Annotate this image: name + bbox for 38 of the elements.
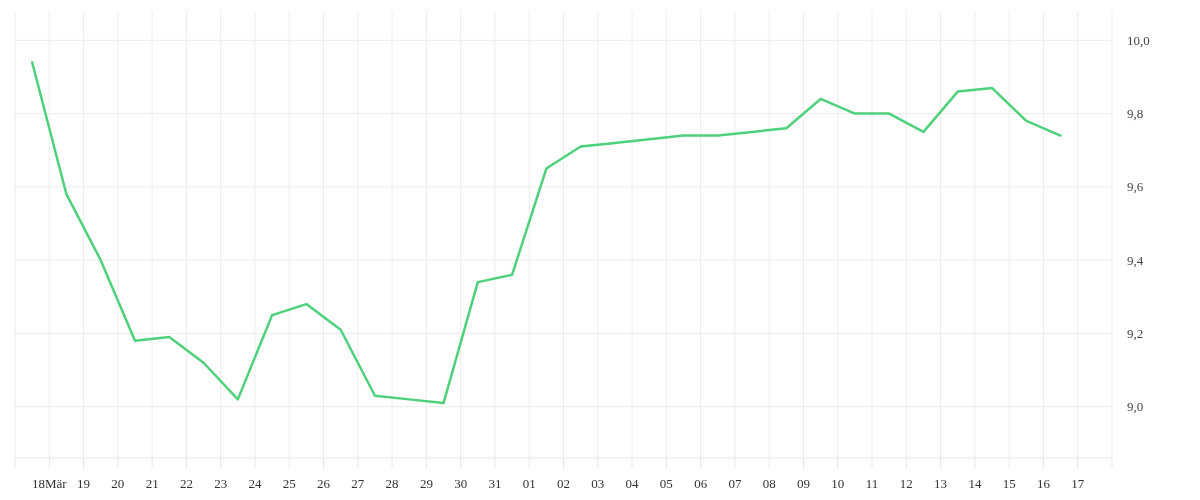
x-tick-label: 14 xyxy=(968,476,982,491)
x-tick-label: 17 xyxy=(1071,476,1085,491)
x-tick-label: 22 xyxy=(179,476,193,491)
x-tick-label: 31 xyxy=(488,476,502,491)
x-tick-label: 11 xyxy=(865,476,879,491)
x-tick-label: 09 xyxy=(796,476,810,491)
line-series xyxy=(30,61,1062,405)
x-tick-label: 29 xyxy=(419,476,433,491)
x-tick-label: 19 xyxy=(77,476,91,491)
y-tick-label: 9,4 xyxy=(1127,252,1144,268)
y-tick-label: 9,8 xyxy=(1127,106,1144,122)
x-tick-label: 02 xyxy=(557,476,570,491)
y-tick-label: 9,0 xyxy=(1127,399,1144,415)
x-tick-label: 07 xyxy=(728,476,742,491)
x-tick-label: 06 xyxy=(694,476,708,491)
x-tick-label: 10 xyxy=(831,476,845,491)
y-tick-label: 10,0 xyxy=(1127,32,1150,48)
x-tick-label: 13 xyxy=(934,476,948,491)
x-tick-label: 15 xyxy=(1002,476,1016,491)
x-tick-label: 01 xyxy=(522,476,536,491)
x-tick-label: 25 xyxy=(282,476,296,491)
x-tick-label: 30 xyxy=(454,476,468,491)
x-tick-label: 05 xyxy=(659,476,673,491)
x-tick-label: 12 xyxy=(899,476,913,491)
x-tick-label: 24 xyxy=(248,476,262,491)
x-tick-label: 20 xyxy=(111,476,125,491)
x-tick-label: 08 xyxy=(762,476,776,491)
y-tick-label: 9,6 xyxy=(1127,179,1144,195)
x-tick-label: 23 xyxy=(214,476,228,491)
x-tick-label: 16 xyxy=(1036,476,1051,491)
x-tick-label: 27 xyxy=(351,476,365,491)
x-tick-label: 04 xyxy=(625,476,640,491)
x-tick-label: 26 xyxy=(317,476,331,491)
y-tick-label: 9,2 xyxy=(1127,325,1144,341)
x-tick-label: 18Mär xyxy=(31,476,68,491)
x-tick-label: 28 xyxy=(385,476,399,491)
x-tick-label: 03 xyxy=(591,476,605,491)
x-tick-label: 21 xyxy=(145,476,159,491)
